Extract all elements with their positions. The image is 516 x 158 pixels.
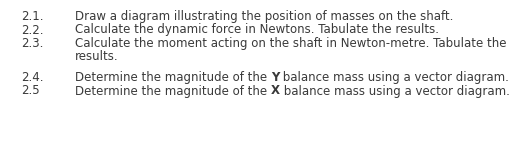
Text: 2.1.: 2.1. xyxy=(21,10,43,23)
Text: Y: Y xyxy=(271,71,279,84)
Text: 2.4.: 2.4. xyxy=(21,71,43,84)
Text: X: X xyxy=(271,85,280,97)
Text: Draw a diagram illustrating the position of masses on the shaft.: Draw a diagram illustrating the position… xyxy=(75,10,453,23)
Text: balance mass using a vector diagram.: balance mass using a vector diagram. xyxy=(279,71,509,84)
Text: Determine the magnitude of the: Determine the magnitude of the xyxy=(75,71,271,84)
Text: Calculate the moment acting on the shaft in Newton-metre. Tabulate the: Calculate the moment acting on the shaft… xyxy=(75,37,506,50)
Text: balance mass using a vector diagram.: balance mass using a vector diagram. xyxy=(280,85,510,97)
Text: 2.3.: 2.3. xyxy=(21,37,43,50)
Text: Calculate the dynamic force in Newtons. Tabulate the results.: Calculate the dynamic force in Newtons. … xyxy=(75,24,439,36)
Text: Determine the magnitude of the: Determine the magnitude of the xyxy=(75,85,271,97)
Text: results.: results. xyxy=(75,51,119,64)
Text: 2.2.: 2.2. xyxy=(21,24,43,36)
Text: 2.5: 2.5 xyxy=(21,85,39,97)
